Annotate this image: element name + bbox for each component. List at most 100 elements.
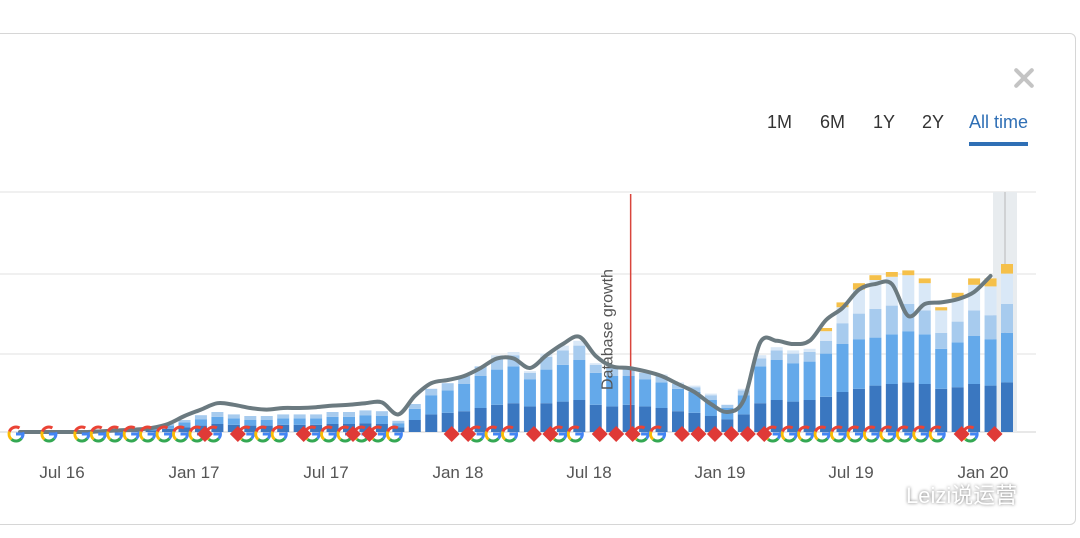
bar-s2-m49	[820, 340, 833, 354]
bar-s2-m59	[984, 315, 997, 340]
bar-s1-m24	[408, 408, 421, 420]
google-update-icon-16[interactable]	[270, 425, 288, 443]
event-diamond-icon-57	[953, 426, 970, 442]
google-update-icon-9[interactable]	[155, 425, 173, 443]
bar-s1-m36	[606, 376, 619, 407]
bar-s2-m56	[935, 332, 948, 349]
bar-s0-m24	[408, 420, 421, 432]
bar-s2-m22	[375, 411, 388, 416]
google-update-icon-54[interactable]	[895, 425, 913, 443]
google-update-icon-23[interactable]	[385, 425, 403, 443]
event-diamond-icon-32	[542, 426, 559, 442]
google-update-icon-34[interactable]	[566, 425, 584, 443]
bar-s2-m31	[523, 372, 536, 380]
bar-s0-m27	[458, 411, 471, 432]
bar-s0-m25	[425, 414, 438, 432]
bar-s0-m51	[852, 388, 865, 432]
bar-s2-m12	[211, 412, 224, 417]
google-update-icon-53[interactable]	[879, 425, 897, 443]
google-update-icon-55[interactable]	[912, 425, 930, 443]
bar-s0-m10	[178, 427, 191, 432]
bar-s2-m27	[458, 376, 471, 384]
event-diamond-icon-42	[706, 426, 723, 442]
bar-s1-m9	[162, 425, 175, 429]
growth-chart: Database growth Jul 16 Jan 17 Jul 17 Jan 18 J…	[0, 191, 1036, 482]
bar-s2-m15	[260, 416, 273, 420]
bar-s2-m37	[622, 368, 635, 376]
bar-s2-m10	[178, 420, 191, 423]
bar-s2-m21	[359, 410, 372, 416]
bar-s2-m52	[869, 308, 882, 338]
bar-s0-m11	[194, 425, 207, 432]
range-2y[interactable]: 2Y	[922, 112, 945, 132]
bar-s0-m14	[244, 425, 257, 432]
google-update-icon-51[interactable]	[846, 425, 864, 443]
bar-s1-m40	[672, 388, 684, 412]
google-update-icon-7[interactable]	[122, 425, 140, 443]
bar-s4-m59	[984, 278, 997, 287]
annotation-label-0: Database growth	[600, 269, 617, 390]
bar-s2-m44	[737, 390, 750, 396]
google-update-icon-10[interactable]	[172, 425, 189, 443]
bar-s2-m53	[885, 305, 898, 335]
range-1y[interactable]: 1Y	[873, 112, 896, 132]
google-update-icon-47[interactable]	[780, 425, 798, 443]
google-update-icon-19[interactable]	[320, 425, 338, 443]
google-update-icon-50[interactable]	[830, 425, 847, 443]
watermark: Leizi说运营	[864, 478, 1017, 510]
google-update-icon-15[interactable]	[254, 425, 272, 443]
bar-s0-m30	[507, 403, 520, 432]
bar-s0-m55	[918, 384, 931, 432]
range-all-time[interactable]: All time	[969, 112, 1029, 146]
bar-s2-m50	[836, 323, 849, 344]
bar-s2-m18	[310, 414, 323, 419]
bar-s2-m46	[770, 350, 783, 360]
bar-s3-m56	[935, 310, 948, 333]
bar-s0-m8	[145, 430, 158, 432]
google-update-icon-49[interactable]	[813, 425, 831, 443]
close-icon[interactable]	[1008, 62, 1040, 94]
bar-s2-m43	[721, 404, 734, 408]
bar-s1-m59	[984, 339, 997, 386]
event-diamond-icon-27	[460, 426, 477, 442]
bar-s0-m9	[162, 428, 175, 432]
google-update-icon-52[interactable]	[862, 425, 880, 443]
range-6m[interactable]: 6M	[820, 112, 846, 132]
event-diamond-icon-41	[690, 426, 707, 442]
bar-s2-m58	[968, 310, 981, 336]
bar-s2-m45	[754, 358, 767, 367]
google-update-icon-2[interactable]	[40, 425, 58, 443]
bar-s0-m20	[343, 424, 355, 432]
google-update-icon-29[interactable]	[484, 425, 502, 443]
google-update-icon-5[interactable]	[89, 425, 107, 443]
bar-s0-m21	[359, 423, 372, 432]
google-update-icon-8[interactable]	[139, 425, 157, 443]
bar-s1-m39	[655, 382, 668, 408]
range-1m[interactable]: 1M	[767, 112, 793, 132]
google-update-icon-39[interactable]	[649, 425, 667, 443]
bar-s0-m29	[491, 404, 504, 432]
bar-s3-m33	[556, 345, 569, 351]
x-tick-label-1: Jan 17	[168, 463, 219, 482]
event-diamond-icon-37	[624, 426, 641, 442]
bar-s2-m38	[639, 372, 652, 380]
event-diamond-icon-11	[196, 426, 213, 442]
bar-s4-m58	[968, 278, 981, 285]
bar-s1-m15	[260, 420, 273, 426]
bar-s1-m60	[1001, 332, 1013, 383]
google-update-icon-6[interactable]	[106, 425, 124, 443]
google-update-icon-30[interactable]	[501, 425, 518, 443]
bar-s2-m24	[408, 404, 421, 409]
bar-s2-m25	[425, 388, 438, 396]
bar-s1-m12	[211, 416, 224, 424]
bar-s1-m17	[293, 418, 306, 425]
bar-s1-m51	[852, 339, 865, 389]
google-update-icon-48[interactable]	[797, 425, 815, 443]
x-tick-label-4: Jul 18	[566, 463, 611, 482]
google-update-icon-0[interactable]	[7, 425, 25, 443]
bar-s1-m28	[474, 376, 487, 408]
google-update-icon-56[interactable]	[928, 425, 946, 443]
bar-s1-m46	[770, 360, 783, 400]
time-range-selector: 1M 6M 1Y 2Y All time	[0, 112, 1080, 152]
google-update-icon-4[interactable]	[73, 425, 91, 443]
